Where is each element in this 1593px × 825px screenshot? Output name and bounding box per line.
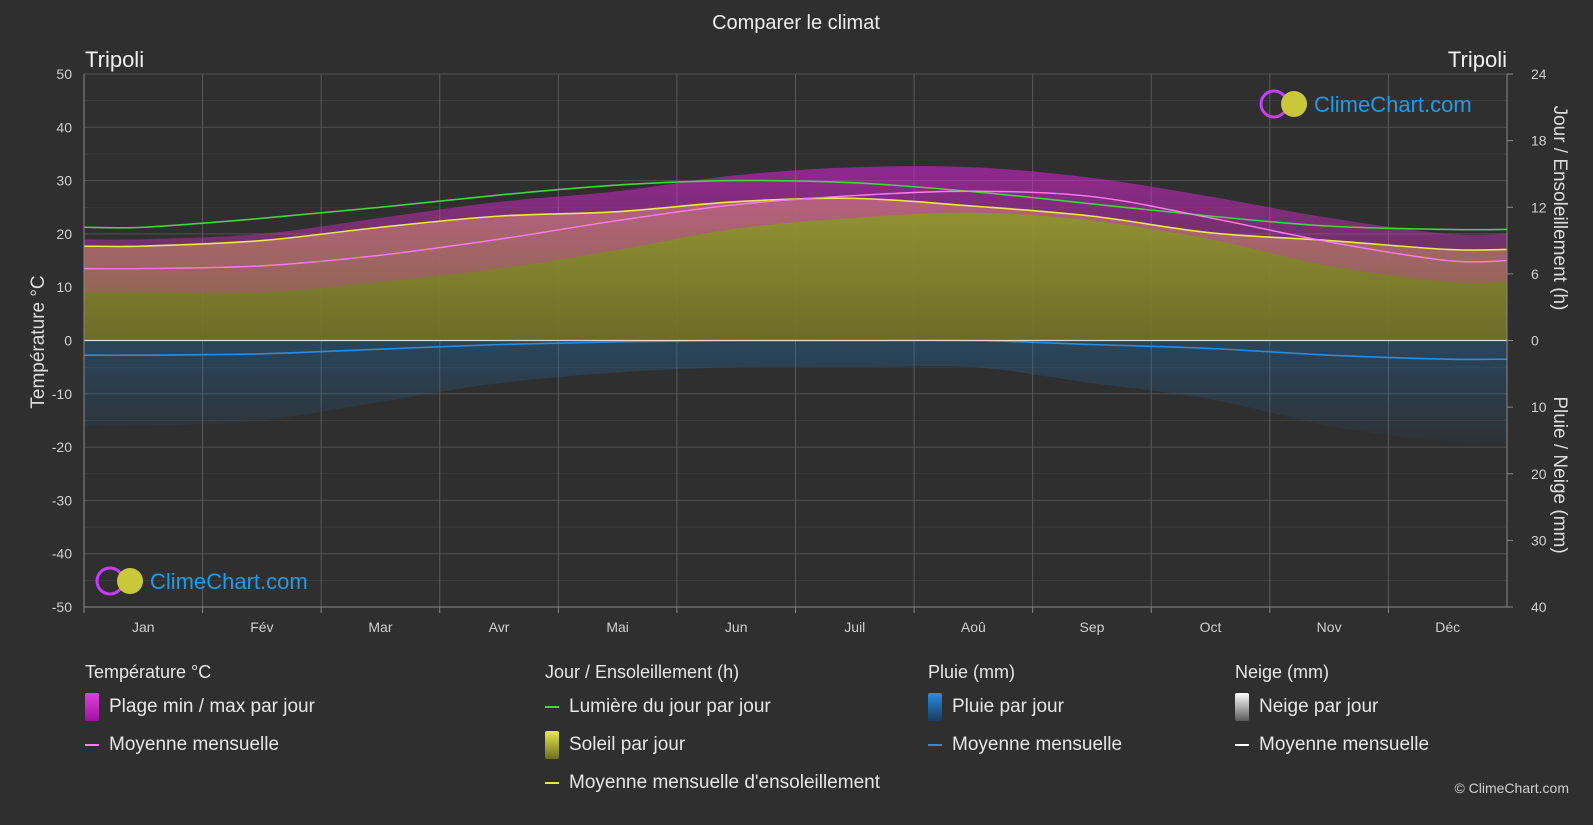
legend-label: Moyenne mensuelle [952,734,1123,755]
legend-label: Moyenne mensuelle [109,734,280,755]
legend-item-snow-mean: Moyenne mensuelle [1235,726,1429,764]
series-lines [83,179,1508,361]
temp-range-area [84,166,1507,294]
legend-heading-snow: Neige (mm) [1235,662,1330,682]
temperature-layer [84,166,1507,294]
y-right-bottom-axis-label: Pluie / Neige (mm) [1549,396,1570,553]
x-tick-label: Déc [1435,619,1460,635]
daylight-line [83,179,1508,231]
legend-item-temp-range: Plage min / max par jour [85,688,315,726]
y-right-top-tick-label: 6 [1531,266,1539,282]
temp-mean-line [83,190,1508,270]
y-right-bottom-tick-label: 30 [1531,532,1547,548]
legend-label: Plage min / max par jour [109,696,315,717]
brand-top: ClimeChart.com [1314,92,1472,117]
axes: 50 40 30 20 10 0 -10 -20 -30 -40 -50 24 18 12 6 0 10 20 30… [52,66,1547,635]
legend-label: Moyenne mensuelle [1259,734,1430,755]
x-tick-label: Fév [250,619,273,635]
legend-item-sunshine: Soleil par jour [545,726,880,764]
x-tick-label: Nov [1317,619,1342,635]
y-left-tick-label: 0 [64,333,72,349]
y-right-top-tick-label: 0 [1531,333,1539,349]
x-tick-label: Juil [844,619,865,635]
y-right-bottom-tick-label: 10 [1531,399,1547,415]
y-left-tick-label: -20 [52,439,72,455]
y-right-bottom-tick-label: 40 [1531,599,1547,615]
x-tick-label: Jun [725,619,748,635]
x-tick-label: Avr [489,619,510,635]
rain-mean-line-icon [928,744,942,746]
location-right: Tripoli [1448,47,1507,72]
snow-mean-line-icon [1235,744,1249,746]
legend-label: Pluie par jour [952,696,1064,717]
y-right-top-tick-label: 24 [1531,66,1547,82]
legend-label: Soleil par jour [569,734,686,755]
x-tick-label: Aoû [961,619,986,635]
legend-heading-sun: Jour / Ensoleillement (h) [545,662,740,682]
y-left-tick-label: -30 [52,492,72,508]
brand-bottom: ClimeChart.com [150,569,308,594]
sunshine-swatch-icon [545,731,559,759]
y-left-tick-label: 20 [56,226,72,242]
legend-sun: Jour / Ensoleillement (h) Lumière du jou… [545,662,880,802]
snow-swatch-icon [1235,693,1249,721]
rain-swatch-icon [928,693,942,721]
daylight-line-icon [545,706,559,708]
legend-label: Neige par jour [1259,696,1379,717]
chart-title: Comparer le climat [712,12,880,34]
x-tick-label: Mai [606,619,629,635]
brand-logo-top: ClimeChart.com [1259,89,1472,119]
copyright: © ClimeChart.com [1454,780,1569,796]
legend-heading-temperature: Température °C [85,662,212,682]
rain-per-day-area [84,340,1507,443]
y-left-tick-label: 50 [56,66,72,82]
location-left: Tripoli [85,47,144,72]
y-right-bottom-tick-label: 20 [1531,466,1547,482]
legend-heading-rain: Pluie (mm) [928,662,1016,682]
legend-item-rain-mean: Moyenne mensuelle [928,726,1122,764]
chart-canvas: Comparer le climat Tripoli Tripoli 50 40 3… [28,12,1570,635]
logo-sun-icon [117,568,143,594]
legend-item-rain: Pluie par jour [928,688,1122,726]
x-tick-label: Oct [1200,619,1222,635]
temp-mean-line-icon [85,744,99,746]
rain-layer [84,340,1507,443]
y-right-top-axis-label: Jour / Ensoleillement (h) [1549,106,1570,311]
y-left-tick-label: 30 [56,173,72,189]
brand-logo-bottom: ClimeChart.com [95,566,308,596]
legend-snow: Neige (mm) Neige par jour Moyenne mensue… [1235,662,1429,764]
sunshine-mean-line-icon [545,782,559,784]
y-left-tick-label: 10 [56,279,72,295]
y-left-axis-label: Température °C [28,275,49,408]
y-right-top-tick-label: 12 [1531,199,1547,215]
legend-temperature: Température °C Plage min / max par jour … [85,662,315,764]
legend: Température °C Plage min / max par jour … [0,662,1593,822]
legend-item-snow: Neige par jour [1235,688,1429,726]
legend-item-sunshine-mean: Moyenne mensuelle d'ensoleillement [545,764,880,802]
logo-sun-icon [1281,91,1307,117]
y-left-tick-label: -10 [52,386,72,402]
legend-item-temp-mean: Moyenne mensuelle [85,726,315,764]
temp-range-swatch-icon [85,693,99,721]
legend-label: Moyenne mensuelle d'ensoleillement [569,772,880,793]
y-left-tick-label: -40 [52,546,72,562]
x-tick-label: Jan [132,619,155,635]
x-tick-label: Mar [368,619,392,635]
legend-label: Lumière du jour par jour [569,696,771,717]
x-tick-label: Sep [1079,619,1104,635]
legend-rain: Pluie (mm) Pluie par jour Moyenne mensue… [928,662,1122,764]
legend-item-daylight: Lumière du jour par jour [545,688,880,726]
y-right-top-tick-label: 18 [1531,133,1547,149]
y-left-tick-label: -50 [52,599,72,615]
y-left-tick-label: 40 [56,119,72,135]
